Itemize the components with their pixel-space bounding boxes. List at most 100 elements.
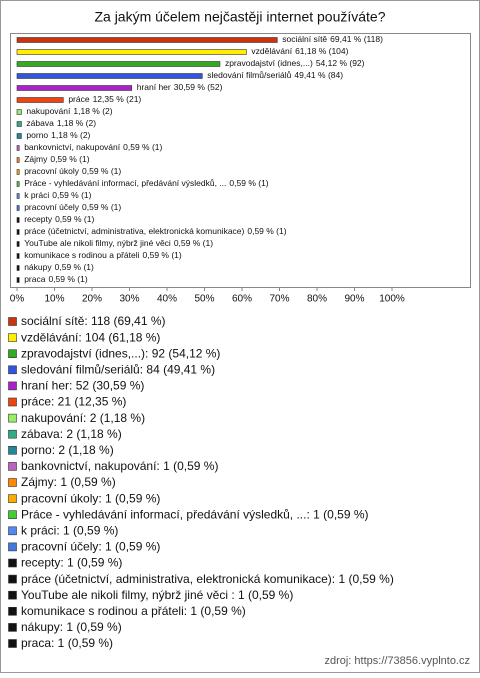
bar-label: praca 0,59 % (1) <box>24 274 88 284</box>
legend-swatch <box>8 623 17 632</box>
bar <box>16 61 221 67</box>
value-label: 54,12 % (92) <box>316 58 365 68</box>
value-label: 0,59 % (1) <box>50 154 89 164</box>
bar-category: zpravodajství (idnes,...) <box>225 58 313 68</box>
legend-swatch <box>8 397 17 407</box>
bar-category: nakupování <box>26 106 71 116</box>
value-label: 49,41 % (84) <box>294 70 343 80</box>
bar-label: sledování filmů/seriálů 49,41 % (84) <box>207 70 343 80</box>
x-tick-label: 90% <box>344 294 364 305</box>
legend-label: bankovnictví, nakupování: 1 (0,59 %) <box>21 459 218 473</box>
bar <box>16 181 20 187</box>
legend-swatch <box>8 526 17 536</box>
bar-category: Práce - vyhledávání informací, předávání… <box>24 178 226 188</box>
legend-label: pracovní účely: 1 (0,59 %) <box>21 540 160 554</box>
legend-label: vzdělávání: 104 (61,18 %) <box>21 330 160 344</box>
bar-category: komunikace s rodinou a přáteli <box>24 250 139 260</box>
bar-label: hraní her 30,59 % (52) <box>137 82 223 92</box>
legend-label: práce (účetnictví, administrativa, elekt… <box>21 572 394 586</box>
x-tick-label: 70% <box>269 294 289 305</box>
legend-label: recepty: 1 (0,59 %) <box>21 556 122 570</box>
legend-label: Práce - vyhledávání informací, předávání… <box>21 507 369 521</box>
legend-swatch <box>8 478 17 487</box>
bar-label: zábava 1,18 % (2) <box>26 118 96 128</box>
bar-category: pracovní úkoly <box>24 166 80 176</box>
legend-label: k práci: 1 (0,59 %) <box>21 523 118 537</box>
bar-category: YouTube ale nikoli filmy, nýbrž jiné věc… <box>24 238 171 248</box>
value-label: 0,59 % (1) <box>55 262 94 272</box>
x-tick-label: 10% <box>44 294 64 305</box>
bar-label: nakupování 1,18 % (2) <box>26 106 112 116</box>
bar <box>16 133 22 139</box>
bar <box>16 277 20 283</box>
bar-category: recepty <box>24 214 53 224</box>
bar-label: nákupy 0,59 % (1) <box>24 262 94 272</box>
bar-label: zpravodajství (idnes,...) 54,12 % (92) <box>225 58 365 68</box>
bar-label: vzdělávání 61,18 % (104) <box>251 46 348 56</box>
value-label: 61,18 % (104) <box>295 46 349 56</box>
bar-category: hraní her <box>137 82 171 92</box>
bar-category: k práci <box>24 190 49 200</box>
legend-label: porno: 2 (1,18 %) <box>21 443 114 457</box>
legend-swatch <box>8 494 17 503</box>
bar-label: Práce - vyhledávání informací, předávání… <box>24 178 269 188</box>
bar-label: pracovní účely 0,59 % (1) <box>24 202 121 212</box>
bar <box>16 145 20 151</box>
legend-swatch <box>8 381 17 391</box>
legend-swatch <box>8 510 17 520</box>
value-label: 0,59 % (1) <box>247 226 286 236</box>
legend-label: pracovní úkoly: 1 (0,59 %) <box>21 491 160 505</box>
bar-label: sociální sítě 69,41 % (118) <box>282 34 383 44</box>
legend-swatch <box>8 542 17 552</box>
value-label: 1,18 % (2) <box>51 130 90 140</box>
bar <box>16 73 203 79</box>
bar <box>16 241 20 247</box>
bar-label: porno 1,18 % (2) <box>26 130 90 140</box>
legend-label: hraní her: 52 (30,59 %) <box>21 379 144 393</box>
legend-swatch <box>8 429 17 439</box>
value-label: 0,59 % (1) <box>143 250 182 260</box>
legend-swatch <box>8 590 17 600</box>
bar <box>16 265 20 271</box>
legend-label: sociální sítě: 118 (69,41 %) <box>21 314 166 328</box>
bar-label: práce 12,35 % (21) <box>68 94 141 104</box>
value-label: 12,35 % (21) <box>93 94 142 104</box>
legend-swatch <box>8 317 17 326</box>
bar-label: práce (účetnictví, administrativa, elekt… <box>24 226 287 236</box>
bar <box>16 49 247 55</box>
legend-label: praca: 1 (0,59 %) <box>21 636 113 650</box>
x-tick-label: 50% <box>194 294 214 305</box>
bar <box>16 121 22 127</box>
bar <box>16 217 20 223</box>
x-tick-label: 100% <box>379 294 405 305</box>
value-label: 30,59 % (52) <box>174 82 223 92</box>
bar-category: pracovní účely <box>24 202 80 212</box>
source: zdroj: https://73856.vyplnto.cz <box>324 655 470 667</box>
x-tick-label: 80% <box>307 294 327 305</box>
value-label: 1,18 % (2) <box>73 106 112 116</box>
value-label: 0,59 % (1) <box>174 238 213 248</box>
bar <box>16 97 64 103</box>
legend-label: sledování filmů/seriálů: 84 (49,41 %) <box>21 362 215 376</box>
bar-category: práce <box>68 94 90 104</box>
bar-label: komunikace s rodinou a přáteli 0,59 % (1) <box>24 250 182 260</box>
bar-label: bankovnictví, nakupování 0,59 % (1) <box>24 142 162 152</box>
bar <box>16 169 20 175</box>
legend-swatch <box>8 365 17 375</box>
legend-swatch <box>8 606 17 616</box>
bar-category: sledování filmů/seriálů <box>207 70 291 80</box>
legend-swatch <box>8 333 17 342</box>
value-label: 0,59 % (1) <box>82 202 121 212</box>
bar-category: Zájmy <box>24 154 48 164</box>
legend-label: zábava: 2 (1,18 %) <box>21 427 122 441</box>
bar-label: recepty 0,59 % (1) <box>24 214 94 224</box>
bar <box>16 85 133 91</box>
legend-swatch <box>8 413 17 423</box>
legend-swatch <box>8 349 17 359</box>
legend-label: zpravodajství (idnes,...): 92 (54,12 %) <box>21 346 220 360</box>
bar-label: pracovní úkoly 0,59 % (1) <box>24 166 121 176</box>
bar-category: bankovnictví, nakupování <box>24 142 121 152</box>
x-tick-label: 0% <box>10 294 25 305</box>
value-label: 1,18 % (2) <box>57 118 96 128</box>
